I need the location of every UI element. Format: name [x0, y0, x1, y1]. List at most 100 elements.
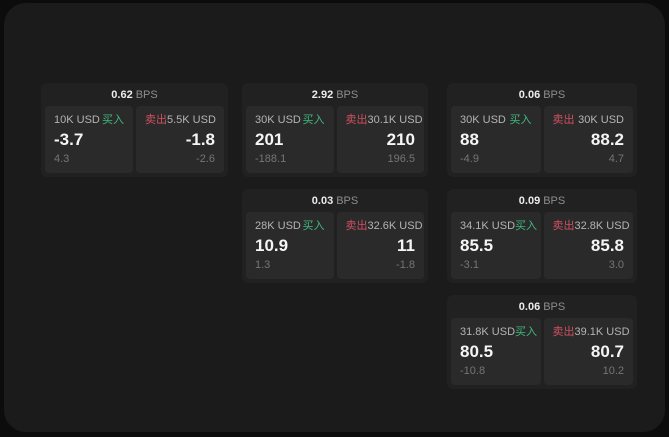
buy-tile[interactable]: 34.1K USD 买入 85.5 -3.1 [451, 212, 541, 279]
bps-value: 0.03 [311, 194, 334, 207]
sell-tile-top: 卖出 30.1K USD [345, 114, 423, 127]
buy-change: -188.1 [255, 153, 287, 165]
sell-change: -1.8 [396, 259, 415, 271]
buy-tile[interactable]: 30K USD 买入 88 -4.9 [451, 106, 541, 173]
quote-card-body: 30K USD 买入 201 -188.1 卖出 30.1K USD 210 1… [242, 106, 428, 177]
buy-price: -3.7 [54, 130, 84, 149]
buy-tile[interactable]: 28K USD 买入 10.9 1.3 [246, 212, 334, 279]
app-window: 0.62 BPS 10K USD 买入 -3.7 4.3 卖出 5.5K USD [4, 3, 665, 432]
buy-change: -10.8 [460, 365, 486, 377]
quote-card-2: 2.92 BPS 30K USD 买入 201 -188.1 卖出 30.1K … [242, 83, 428, 177]
bps-value: 0.06 [518, 88, 541, 101]
quote-card-1: 0.62 BPS 10K USD 买入 -3.7 4.3 卖出 5.5K USD [41, 83, 228, 177]
bps-header: 0.62 BPS [41, 83, 228, 106]
sell-change: 196.5 [387, 153, 415, 165]
buy-tile-top: 30K USD 买入 [255, 114, 325, 127]
buy-price: 10.9 [255, 236, 289, 255]
sell-tile[interactable]: 卖出 30K USD 88.2 4.7 [543, 106, 633, 173]
sell-price: 88.2 [590, 130, 624, 149]
bps-value: 2.92 [311, 88, 334, 101]
buy-side-label: 买入 [515, 220, 538, 232]
quote-card-3: 0.06 BPS 30K USD 买入 88 -4.9 卖出 30K USD [447, 83, 637, 177]
buy-tile-top: 10K USD 买入 [54, 114, 124, 127]
sell-tile[interactable]: 卖出 5.5K USD -1.8 -2.6 [136, 106, 224, 173]
sell-tile[interactable]: 卖出 32.6K USD 11 -1.8 [336, 212, 424, 279]
bps-value: 0.62 [111, 88, 133, 101]
buy-tile-top: 30K USD 买入 [460, 114, 532, 127]
sell-tile-top: 卖出 5.5K USD [145, 114, 216, 127]
buy-tile-top: 28K USD 买入 [255, 220, 325, 233]
buy-amount: 28K USD [255, 220, 301, 232]
buy-amount: 34.1K USD [460, 220, 516, 232]
quote-card-body: 10K USD 买入 -3.7 4.3 卖出 5.5K USD -1.8 -2.… [41, 106, 228, 177]
sell-price: -1.8 [185, 130, 215, 149]
buy-amount: 30K USD [460, 114, 506, 126]
bps-unit-label: BPS [543, 88, 566, 101]
bps-header: 0.06 BPS [447, 295, 637, 318]
bps-unit-label: BPS [543, 194, 566, 207]
buy-price: 85.5 [460, 236, 494, 255]
buy-price: 88 [460, 130, 479, 149]
bps-unit-label: BPS [543, 300, 566, 313]
bps-header: 0.09 BPS [447, 189, 637, 212]
sell-tile[interactable]: 卖出 30.1K USD 210 196.5 [336, 106, 424, 173]
sell-amount: 5.5K USD [167, 114, 216, 126]
buy-price: 80.5 [460, 342, 494, 361]
sell-side-label: 卖出 [552, 326, 575, 338]
bps-value: 0.06 [518, 300, 541, 313]
quote-card-body: 34.1K USD 买入 85.5 -3.1 卖出 32.8K USD 85.8… [447, 212, 637, 283]
sell-price: 11 [397, 236, 415, 255]
quote-card-body: 31.8K USD 买入 80.5 -10.8 卖出 39.1K USD 80.… [447, 318, 637, 389]
buy-side-label: 买入 [515, 326, 538, 338]
sell-side-label: 卖出 [345, 114, 368, 126]
buy-tile[interactable]: 31.8K USD 买入 80.5 -10.8 [451, 318, 541, 385]
buy-side-label: 买入 [302, 114, 325, 126]
quote-card-body: 30K USD 买入 88 -4.9 卖出 30K USD 88.2 4.7 [447, 106, 637, 177]
quote-card-body: 28K USD 买入 10.9 1.3 卖出 32.6K USD 11 -1.8 [242, 212, 428, 283]
sell-tile-top: 卖出 30K USD [553, 114, 625, 127]
sell-change: 3.0 [608, 259, 624, 271]
sell-amount: 39.1K USD [574, 326, 630, 338]
buy-tile[interactable]: 30K USD 买入 201 -188.1 [246, 106, 334, 173]
quote-card-6: 0.06 BPS 31.8K USD 买入 80.5 -10.8 卖出 39.1… [447, 295, 637, 389]
quote-card-4: 0.03 BPS 28K USD 买入 10.9 1.3 卖出 32.6K US… [242, 189, 428, 283]
sell-change: 10.2 [602, 365, 624, 377]
buy-side-label: 买入 [509, 114, 532, 126]
bps-value: 0.09 [518, 194, 541, 207]
sell-tile-top: 卖出 32.8K USD [552, 220, 630, 233]
buy-change: 4.3 [54, 153, 70, 165]
bps-unit-label: BPS [336, 88, 359, 101]
sell-price: 210 [386, 130, 415, 149]
buy-side-label: 买入 [302, 220, 325, 232]
sell-change: -2.6 [196, 153, 215, 165]
sell-tile[interactable]: 卖出 39.1K USD 80.7 10.2 [543, 318, 633, 385]
bps-unit-label: BPS [336, 194, 359, 207]
sell-tile-top: 卖出 39.1K USD [552, 326, 630, 339]
sell-price: 80.7 [590, 342, 624, 361]
bps-header: 0.06 BPS [447, 83, 637, 106]
buy-amount: 31.8K USD [460, 326, 516, 338]
buy-amount: 30K USD [255, 114, 301, 126]
sell-amount: 32.6K USD [367, 220, 423, 232]
buy-tile[interactable]: 10K USD 买入 -3.7 4.3 [45, 106, 133, 173]
buy-tile-top: 34.1K USD 买入 [460, 220, 537, 233]
buy-change: -4.9 [460, 153, 479, 165]
quote-card-5: 0.09 BPS 34.1K USD 买入 85.5 -3.1 卖出 32.8K… [447, 189, 637, 283]
buy-change: -3.1 [460, 259, 479, 271]
sell-tile-top: 卖出 32.6K USD [345, 220, 423, 233]
sell-tile[interactable]: 卖出 32.8K USD 85.8 3.0 [543, 212, 633, 279]
buy-change: 1.3 [255, 259, 271, 271]
buy-price: 201 [255, 130, 284, 149]
sell-amount: 30.1K USD [367, 114, 423, 126]
sell-side-label: 卖出 [345, 220, 368, 232]
buy-tile-top: 31.8K USD 买入 [460, 326, 537, 339]
sell-side-label: 卖出 [145, 114, 167, 126]
buy-amount: 10K USD [54, 114, 100, 126]
sell-side-label: 卖出 [552, 220, 575, 232]
sell-side-label: 卖出 [552, 114, 575, 126]
sell-amount: 30K USD [578, 114, 624, 126]
sell-change: 4.7 [608, 153, 624, 165]
bps-header: 2.92 BPS [242, 83, 428, 106]
bps-unit-label: BPS [135, 88, 158, 101]
